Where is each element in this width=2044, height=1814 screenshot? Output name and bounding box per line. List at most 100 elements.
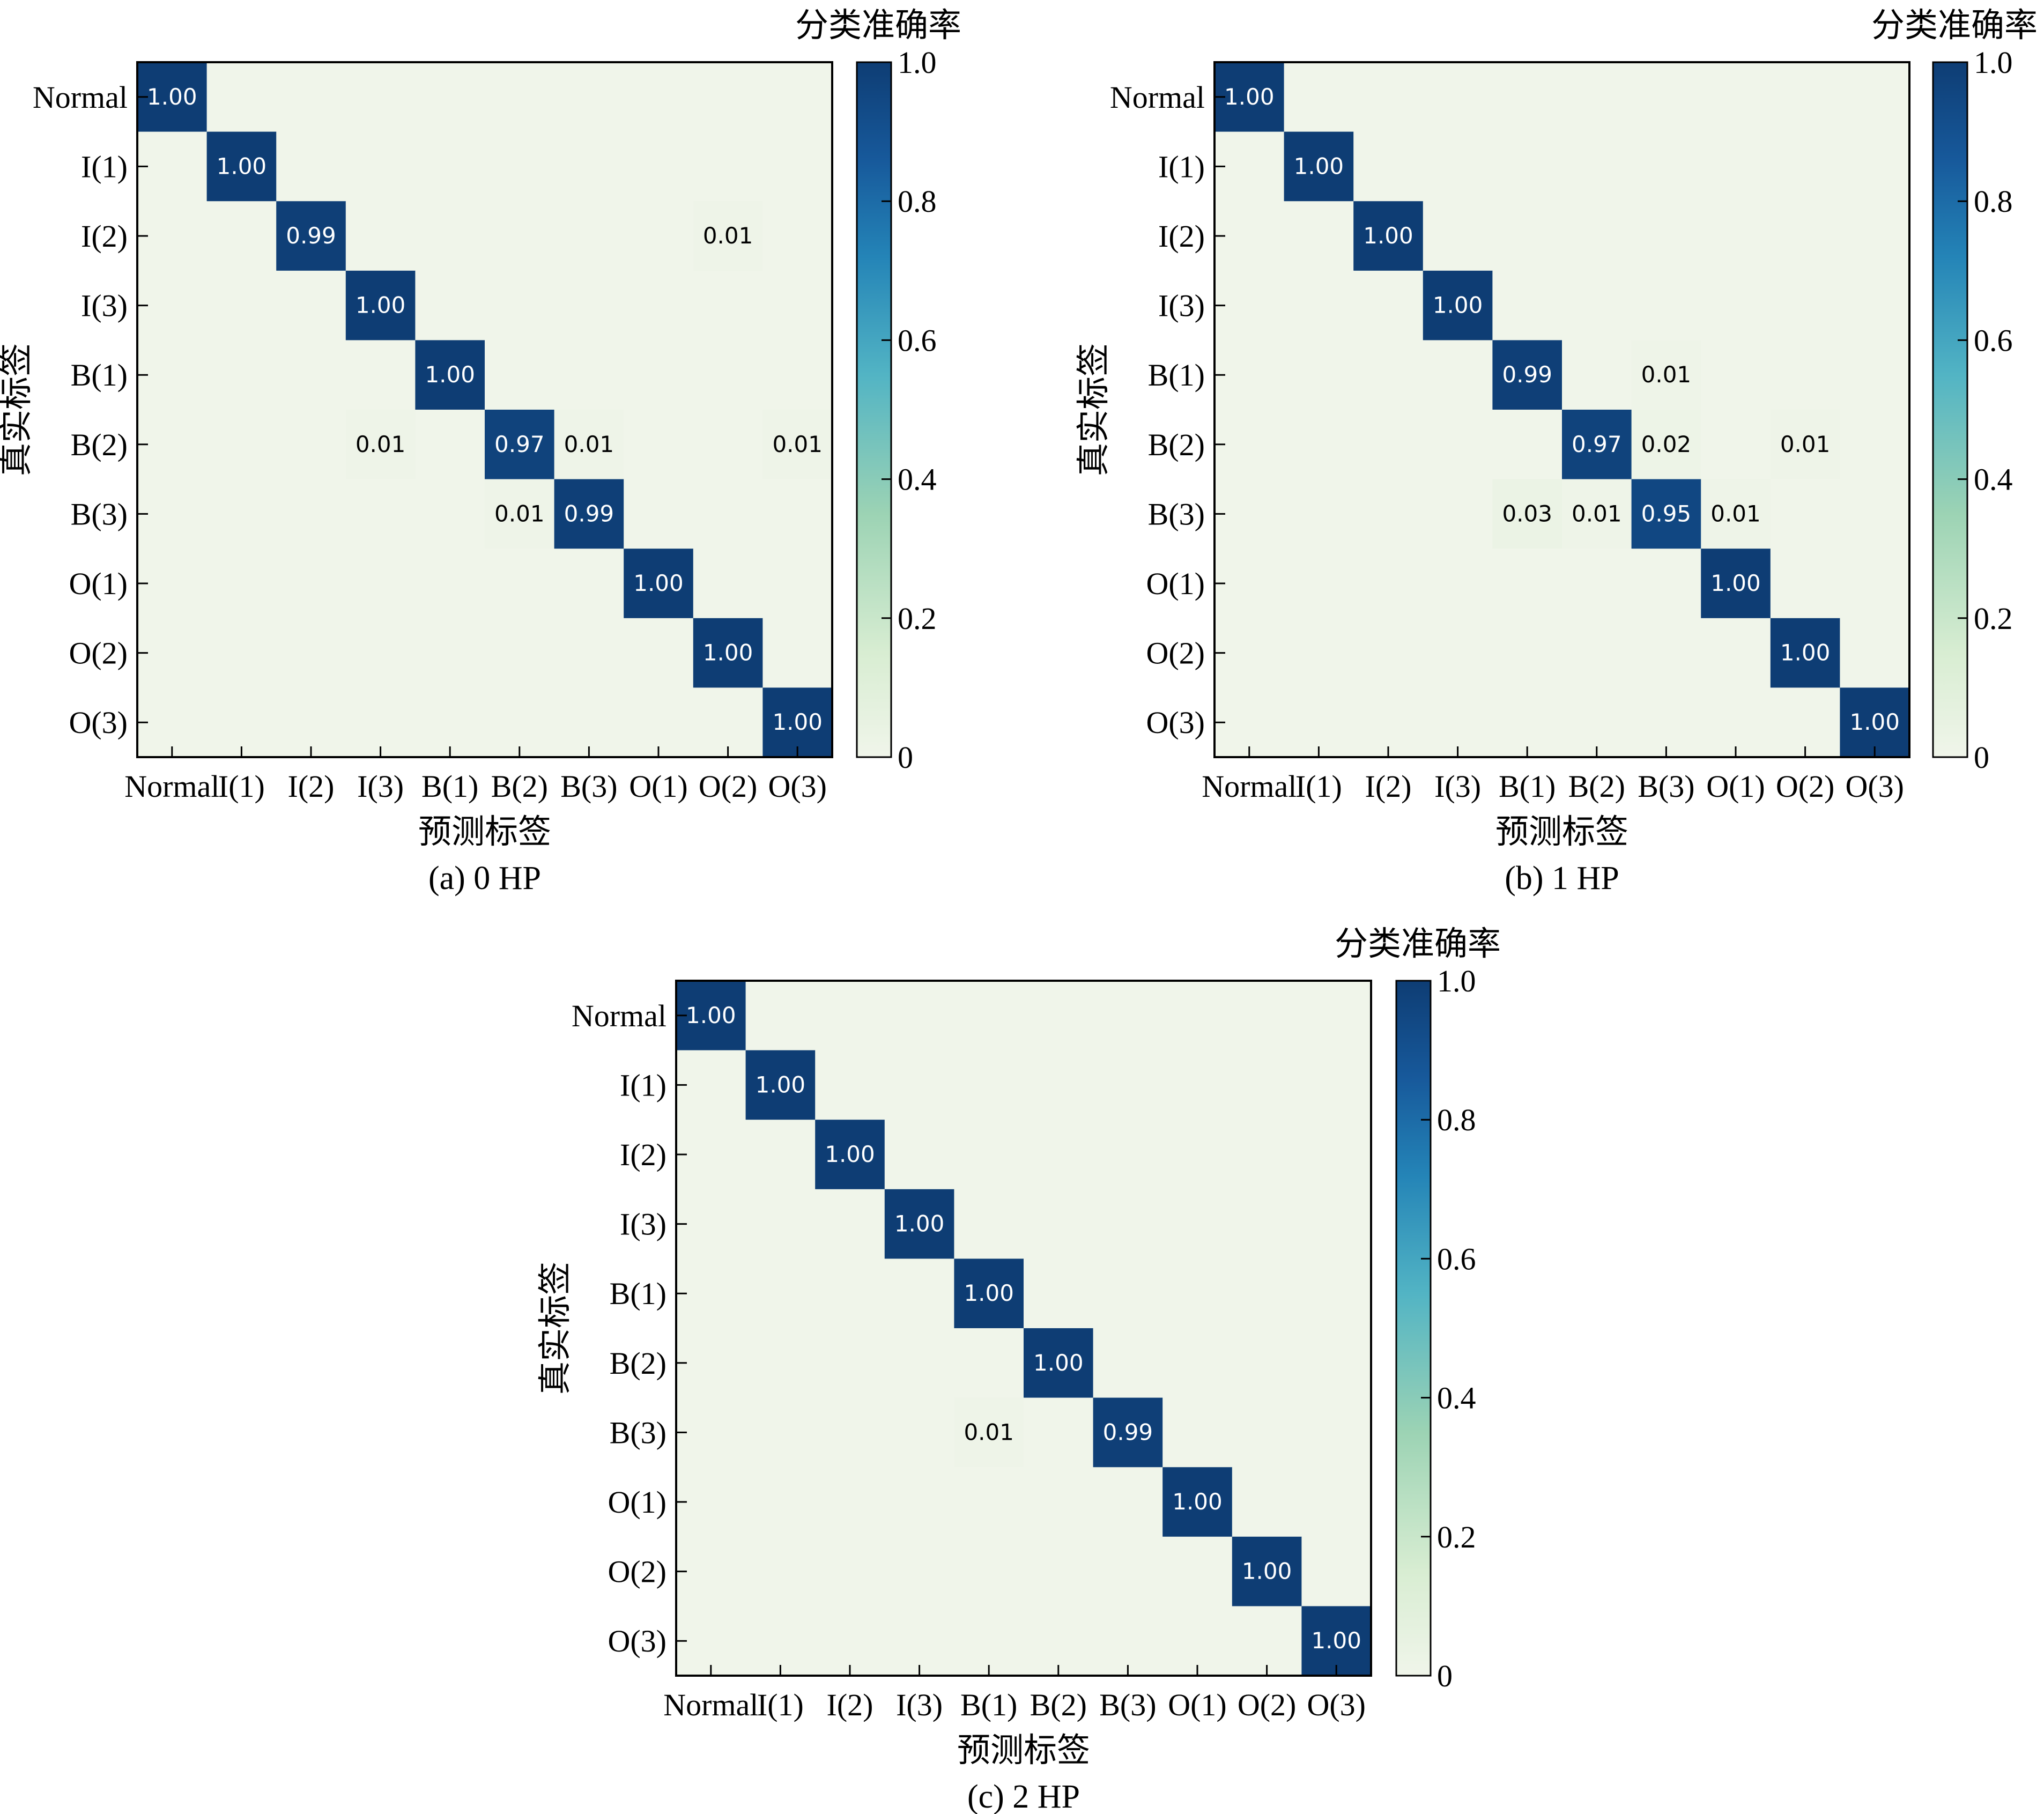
heatmap-cell [137,201,208,271]
heatmap-cell [1492,270,1562,340]
heatmap-cell [137,479,208,549]
colorbar-ticks: 0 0.2 0.4 0.6 0.8 1.0 [1958,45,2013,775]
heatmap-cell [1631,201,1701,271]
heatmap-cell [1562,479,1632,549]
heatmap-cell [815,1536,885,1606]
x-tick-label: O(2) [1776,769,1835,804]
x-tick-label: I(3) [357,769,404,804]
heatmap-cell [1770,62,1840,132]
heatmap-cell [1301,1189,1372,1259]
heatmap-cell [276,618,346,688]
heatmap-cell [137,687,208,758]
y-tick-label: I(3) [620,1207,666,1242]
heatmap-cell [1232,1467,1302,1537]
heatmap-cell [1770,549,1840,619]
x-tick-label: B(2) [491,769,548,804]
heatmap-cell [485,340,555,410]
colorbar-tick-label: 0.8 [1974,184,2013,219]
heatmap-cell [676,1536,746,1606]
cell-value-label: 0.02 [1641,431,1692,457]
heatmap-cell [1214,270,1285,340]
heatmap-cell [954,1536,1024,1606]
heatmap-cell [1492,479,1562,549]
heatmap-cells [676,981,1372,1676]
cell-value-label: 0.99 [564,500,614,527]
y-ticks: Normal I(1) I(2) I(3) B(1) B(2) B(3) O(1) O(2) O(… [572,998,687,1658]
y-tick-label: O(3) [608,1624,666,1658]
heatmap-cell [762,549,833,619]
x-tick-label: B(3) [1638,769,1694,804]
heatmap-cell [1562,270,1632,340]
heatmap-cell [415,62,485,132]
heatmap-cell [1840,549,1910,619]
heatmap-cell [485,62,555,132]
heatmap-cell [276,62,346,132]
heatmap-cell [1353,131,1424,202]
heatmap-cell [1840,131,1910,202]
heatmap-cell [745,1536,816,1606]
heatmap-cell [676,1467,746,1537]
heatmap-cell [1162,981,1233,1051]
colorbar-tick-label: 0.4 [1974,462,2013,497]
heatmap-cell [1301,981,1372,1051]
heatmap-cell [1093,1536,1163,1606]
cell-value-label: 0.01 [703,223,753,249]
cell-value-label: 1.00 [964,1280,1014,1306]
colorbar-tick-label: 0.6 [898,323,937,358]
heatmap-cell [1024,1536,1094,1606]
heatmap-cell [624,270,694,340]
heatmap-cell [137,618,208,688]
heatmap-cell [815,1050,885,1120]
heatmap-cell [485,618,555,688]
heatmap-cell [1631,131,1701,202]
heatmap-cell [1423,340,1493,410]
cell-value-labels: 1.00 1.00 0.99 0.01 1.00 1.00 0.01 0.97 0.01 0.01… [147,84,823,735]
colorbar-tick-label: 0.2 [1974,601,2013,636]
heatmap-cell [1232,1536,1302,1606]
heatmap-cell [676,1606,746,1676]
heatmap-cell [1214,62,1285,132]
heatmap-cell [345,410,416,480]
heatmap-cell [693,201,763,271]
heatmap-cell [1423,479,1493,549]
heatmap-cell [1423,549,1493,619]
heatmap-cell [693,62,763,132]
heatmap-cell [624,410,694,480]
heatmap-cell [345,687,416,758]
heatmap-cell [1562,549,1632,619]
heatmap-cell [1093,1189,1163,1259]
heatmap-cell [1024,1467,1094,1537]
heatmap-cell [1232,1189,1302,1259]
heatmap-cell [815,1258,885,1329]
heatmap-cell [745,1050,816,1120]
heatmap-cell [415,479,485,549]
heatmap-cell [1214,201,1285,271]
heatmap-cell [762,270,833,340]
heatmap-cell [1840,62,1910,132]
heatmap-cell [1701,549,1771,619]
heatmap-cell [1631,549,1701,619]
x-tick-label: B(3) [560,769,617,804]
heatmap-cell [1214,687,1285,758]
x-tick-label: O(3) [1845,769,1904,804]
heatmap-cell [554,270,624,340]
heatmap-cell [137,549,208,619]
heatmap-cell [206,618,277,688]
cell-value-label: 0.01 [494,500,545,527]
heatmap-cell [1631,62,1701,132]
cell-value-label: 0.97 [1572,431,1622,457]
x-tick-label: B(1) [960,1687,1017,1722]
heatmap-cell [1701,687,1771,758]
x-tick-label: I(3) [896,1687,943,1722]
heatmap-cell [954,1328,1024,1398]
y-tick-label: Normal [1110,80,1205,115]
heatmap-cell [1840,618,1910,688]
heatmap-cell [1701,410,1771,480]
heatmap-cell [1770,340,1840,410]
heatmap-cell [815,1189,885,1259]
heatmap-cell [1284,410,1354,480]
heatmap-cell [1301,1328,1372,1398]
y-ticks: Normal I(1) I(2) I(3) B(1) B(2) B(3) O(1) O(2) O(… [1110,80,1225,740]
heatmap-cell [954,1397,1024,1468]
cell-value-label: 0.95 [1641,500,1692,527]
